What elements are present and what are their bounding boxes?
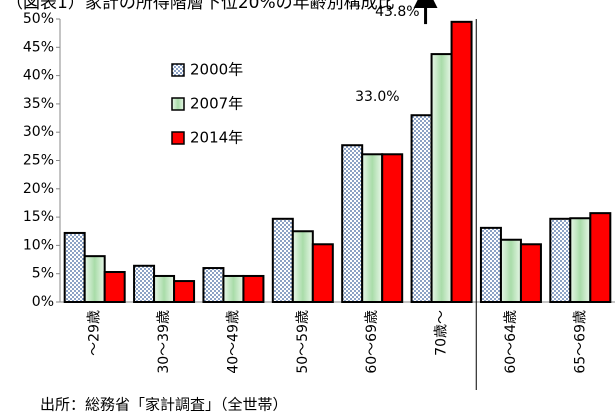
- bar: [242, 274, 265, 303]
- bar: [479, 226, 502, 304]
- bar: [549, 217, 572, 304]
- x-tick-label: 65～69歳: [572, 310, 588, 374]
- bar: [499, 238, 522, 304]
- bar: [83, 255, 106, 303]
- y-tick-label: 5%: [32, 266, 54, 282]
- y-tick-label: 35%: [23, 96, 54, 112]
- legend-label: 2000年: [190, 61, 243, 79]
- y-tick-label: 15%: [23, 209, 54, 225]
- bar: [341, 144, 364, 303]
- bar: [381, 153, 404, 303]
- bar: [361, 153, 384, 303]
- value-label: 43.8%: [375, 4, 419, 20]
- x-tick-label: 70歳～: [434, 310, 450, 356]
- y-tick-label: 45%: [23, 39, 54, 55]
- bar: [173, 280, 196, 304]
- bar: [569, 217, 592, 303]
- source-note: 出所：総務省「家計調査」（全世帯）: [40, 396, 288, 414]
- y-tick-label: 10%: [23, 237, 54, 253]
- bar: [63, 231, 86, 303]
- y-tick-label: 40%: [23, 68, 54, 84]
- bar: [103, 271, 126, 304]
- bar: [153, 274, 176, 303]
- bar: [450, 20, 473, 304]
- bar: [410, 114, 433, 303]
- x-tick-label: 60～64歳: [503, 310, 519, 374]
- x-tick-label: 30～39歳: [156, 310, 172, 374]
- bar: [222, 274, 245, 303]
- bar: [311, 243, 334, 304]
- y-tick-label: 0%: [32, 294, 54, 310]
- x-tick-label: 60～69歳: [364, 310, 380, 374]
- x-tick-label: 40～49歳: [225, 310, 241, 374]
- bar: [291, 230, 314, 303]
- y-tick-label: 30%: [23, 124, 54, 140]
- chart-title: （図表1）家計の所得階層下位20%の年齢別構成比: [6, 0, 395, 13]
- y-tick-label: 25%: [23, 153, 54, 169]
- value-label: 33.0%: [355, 89, 399, 105]
- bar: [519, 243, 542, 304]
- legend-swatch: [171, 63, 185, 77]
- bar: [133, 264, 156, 303]
- x-tick-label: 50～59歳: [295, 310, 311, 374]
- legend-label: 2014年: [190, 129, 243, 147]
- legend-swatch: [171, 131, 185, 145]
- bar: [589, 212, 612, 303]
- y-tick-label: 20%: [23, 181, 54, 197]
- x-tick-label: ～29歳: [87, 310, 103, 356]
- y-tick-label: 50%: [23, 11, 54, 27]
- legend-swatch: [171, 97, 185, 111]
- bar: [430, 53, 453, 304]
- bar: [202, 267, 225, 304]
- bar: [271, 217, 294, 304]
- legend-label: 2007年: [190, 95, 243, 113]
